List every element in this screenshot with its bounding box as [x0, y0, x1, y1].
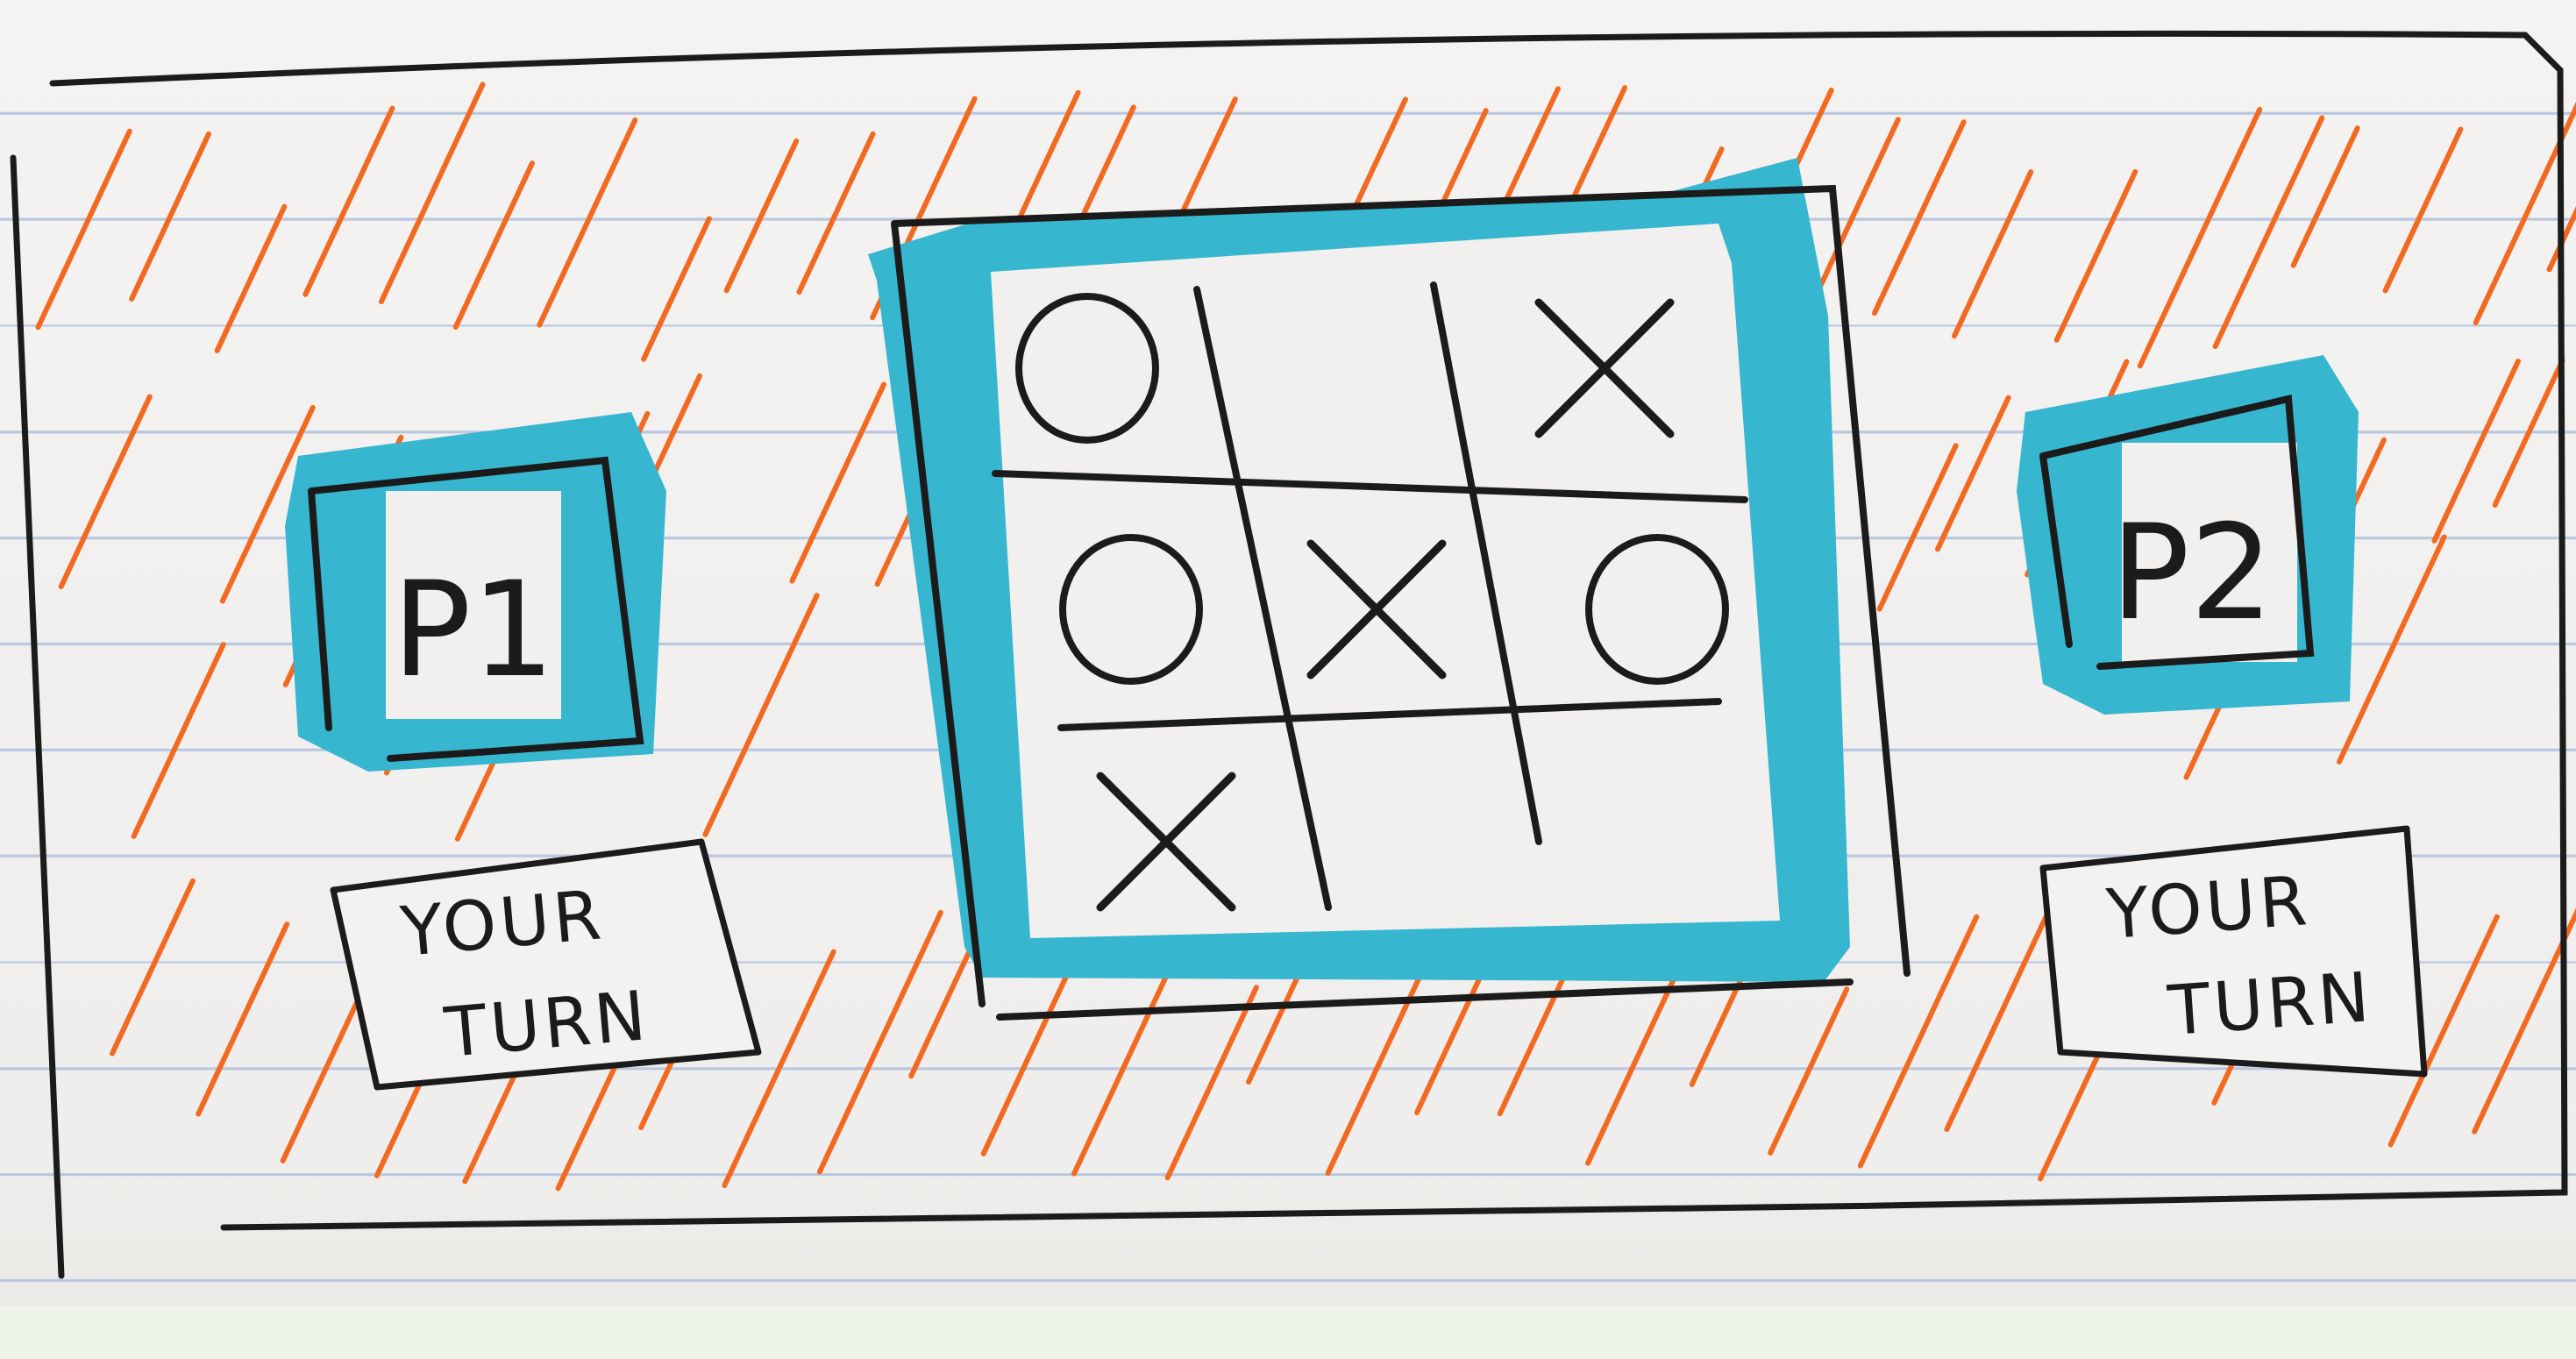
board-cell-r3-c2[interactable] — [1341, 745, 1534, 938]
hatch-stroke — [35, 128, 132, 331]
player2-turn-line1: YOUR — [2103, 862, 2313, 955]
hatch-stroke — [196, 921, 290, 1117]
hatch-stroke — [110, 878, 196, 1057]
hatch-stroke — [214, 203, 288, 353]
hatch-stroke — [302, 105, 395, 297]
hatch-stroke — [722, 949, 836, 1189]
hatch-stroke — [702, 593, 820, 837]
hatch-stroke — [219, 404, 316, 604]
hatch-stroke — [816, 909, 943, 1175]
hatch-stroke — [2387, 914, 2500, 1148]
board-cell-r1-c2[interactable] — [1219, 272, 1412, 465]
player2-avatar-box — [2039, 395, 2315, 670]
hatch-stroke — [2053, 168, 2138, 343]
player1-panel: P1 YOUR TURN — [285, 412, 762, 1091]
hatch-stroke — [1935, 395, 2011, 552]
x-mark — [1096, 772, 1236, 912]
hatch-stroke — [2473, 102, 2576, 326]
player1-label: P1 — [392, 554, 555, 707]
x-mark — [1534, 298, 1675, 438]
board-cell-r1-c3[interactable] — [1508, 272, 1701, 465]
o-mark — [1059, 534, 1203, 685]
hatch-stroke — [1871, 119, 1967, 317]
hatch-stroke — [131, 642, 226, 839]
hatch-stroke — [1164, 985, 1259, 1181]
x-mark — [1306, 539, 1447, 680]
player2-turn-box — [2039, 825, 2428, 1078]
hatch-stroke — [1944, 887, 2061, 1133]
hatch-stroke — [1768, 986, 1850, 1156]
screen-frame — [10, 30, 2568, 1279]
board-cell-r2-c3[interactable] — [1561, 513, 1754, 706]
hatch-stroke — [2431, 359, 2521, 544]
player1-turn-line2: TURN — [441, 977, 652, 1073]
hatch-stroke — [2337, 534, 2447, 765]
player1-avatar-box — [308, 456, 644, 762]
o-mark — [1015, 293, 1159, 444]
hatch-stroke — [1071, 942, 1184, 1177]
player1-turn-line1: YOUR — [397, 876, 608, 972]
hatch-stroke — [1951, 169, 2034, 339]
player1-turn-box — [330, 838, 762, 1091]
hatch-stroke — [789, 381, 886, 584]
player2-panel: P2 YOUR TURN — [2017, 355, 2428, 1078]
hatch-stroke — [723, 138, 800, 294]
player2-avatar-inner — [2122, 443, 2297, 662]
hatch-stroke — [796, 131, 876, 295]
board-outline — [891, 184, 1911, 1021]
board-cell-r1-c1[interactable] — [991, 272, 1184, 465]
game-board — [868, 158, 1911, 1021]
hatch-stroke — [1857, 914, 1980, 1169]
player1-avatar-inner — [386, 491, 561, 719]
hatch-stroke — [2492, 358, 2565, 509]
hatch-stroke — [58, 394, 153, 590]
o-mark — [1585, 534, 1729, 685]
hatch-stroke — [2137, 106, 2263, 369]
hatch-stroke — [1876, 443, 1959, 612]
hatch-stroke — [980, 946, 1082, 1156]
hatch-stroke — [2382, 126, 2464, 294]
board-cell-r3-c3[interactable] — [1569, 745, 1762, 938]
hatch-stroke — [378, 82, 486, 304]
player2-label: P2 — [2110, 497, 2274, 650]
board-cell-r3-c1[interactable] — [1070, 745, 1263, 938]
board-cell-r2-c1[interactable] — [1035, 513, 1228, 706]
board-cell-r2-c2[interactable] — [1280, 513, 1473, 706]
hatch-stroke — [452, 160, 535, 331]
board-inner — [991, 224, 1780, 938]
hatch-stroke — [129, 131, 211, 302]
hatch-stroke — [537, 117, 638, 328]
hatch-stroke — [2212, 115, 2325, 350]
hatch-stroke — [641, 216, 712, 362]
hatch-stroke — [2472, 907, 2576, 1135]
table-edge — [0, 1306, 2576, 1359]
board-grid — [992, 281, 1748, 911]
hatch-stroke — [2290, 125, 2360, 268]
player2-turn-line2: TURN — [2165, 958, 2375, 1051]
